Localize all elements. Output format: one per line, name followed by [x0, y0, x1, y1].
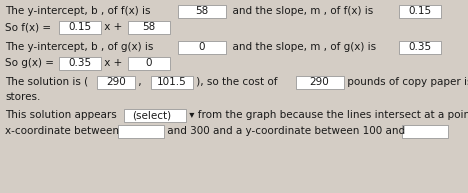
Text: So g(x) =: So g(x) = [5, 58, 57, 68]
FancyBboxPatch shape [124, 108, 186, 122]
Text: 0.15: 0.15 [408, 6, 431, 16]
FancyBboxPatch shape [128, 57, 170, 69]
Text: 101.5: 101.5 [157, 77, 187, 87]
Text: stores.: stores. [5, 92, 40, 102]
Text: The solution is (: The solution is ( [5, 77, 88, 87]
Text: 58: 58 [142, 22, 156, 32]
FancyBboxPatch shape [399, 41, 440, 53]
Text: 0: 0 [146, 58, 152, 68]
Text: This solution appears: This solution appears [5, 110, 120, 120]
Text: 0.35: 0.35 [408, 42, 431, 52]
Text: 0.15: 0.15 [68, 22, 92, 32]
Text: So f(x) =: So f(x) = [5, 22, 54, 32]
Text: The y-intercept, b , of f(x) is: The y-intercept, b , of f(x) is [5, 6, 154, 16]
FancyBboxPatch shape [118, 124, 164, 137]
FancyBboxPatch shape [128, 20, 170, 34]
FancyBboxPatch shape [178, 4, 226, 18]
FancyBboxPatch shape [296, 75, 344, 89]
Text: ,: , [135, 77, 145, 87]
Text: ), so the cost of: ), so the cost of [193, 77, 281, 87]
Text: x-coordinate between: x-coordinate between [5, 126, 122, 136]
Text: pounds of copy paper is $: pounds of copy paper is $ [344, 77, 468, 87]
Text: and the slope, m , of f(x) is: and the slope, m , of f(x) is [226, 6, 376, 16]
FancyBboxPatch shape [151, 75, 193, 89]
Text: (select): (select) [132, 110, 171, 120]
Text: 58: 58 [195, 6, 208, 16]
FancyBboxPatch shape [97, 75, 135, 89]
FancyBboxPatch shape [59, 20, 101, 34]
Text: 0.35: 0.35 [68, 58, 92, 68]
Text: 0: 0 [198, 42, 205, 52]
Text: and the slope, m , of g(x) is: and the slope, m , of g(x) is [226, 42, 379, 52]
Text: 290: 290 [310, 77, 329, 87]
Text: 290: 290 [106, 77, 126, 87]
Text: ▾ from the graph because the lines intersect at a point with an: ▾ from the graph because the lines inter… [186, 110, 468, 120]
FancyBboxPatch shape [59, 57, 101, 69]
Text: x +: x + [101, 22, 125, 32]
Text: x +: x + [101, 58, 125, 68]
Text: The y-intercept, b , of g(x) is: The y-intercept, b , of g(x) is [5, 42, 157, 52]
Text: and 300 and a y-coordinate between 100 and: and 300 and a y-coordinate between 100 a… [164, 126, 409, 136]
FancyBboxPatch shape [399, 4, 440, 18]
FancyBboxPatch shape [178, 41, 226, 53]
FancyBboxPatch shape [402, 124, 448, 137]
